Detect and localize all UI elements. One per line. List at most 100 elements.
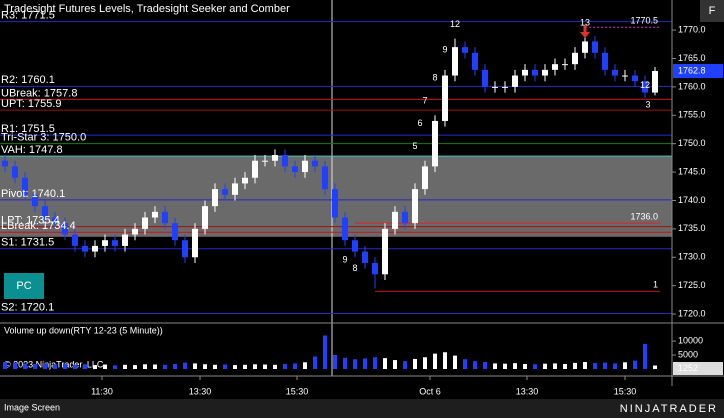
plot (0, 0, 672, 376)
volume-bar (583, 362, 587, 369)
y-tick-label: 1730.0 (678, 252, 706, 262)
volume-bar (313, 356, 317, 369)
candle-body (362, 251, 368, 263)
volume-bar (153, 364, 157, 369)
candle-body (652, 70, 658, 93)
status-text: Image Screen (4, 402, 60, 412)
volume-bar (463, 359, 467, 369)
volume-bar (503, 363, 507, 369)
candle-body (102, 240, 108, 246)
volume-bar (43, 363, 47, 369)
candle-body (192, 228, 198, 258)
candle-body (162, 211, 168, 224)
volume-bar (293, 363, 297, 369)
level-label: UPT: 1755.9 (1, 98, 62, 110)
candle-body (442, 75, 448, 121)
volume-bar (553, 363, 557, 369)
candle-body (142, 217, 148, 229)
volume-bar (213, 364, 217, 369)
pc-button[interactable] (4, 273, 44, 299)
candle-body (322, 166, 328, 190)
candle-body (232, 183, 238, 195)
volume-bar (83, 364, 87, 369)
x-tick-label: Oct 6 (419, 386, 441, 396)
f-button[interactable] (700, 0, 724, 22)
level-label: UBreak: 1757.8 (1, 87, 77, 99)
candle-body (522, 69, 528, 76)
level-label: VAH: 1747.8 (1, 144, 63, 156)
candle-body (582, 41, 588, 53)
candle-body (172, 223, 178, 241)
level-label: S2: 1720.1 (1, 301, 54, 313)
volume-bar (253, 364, 257, 369)
volume-bar (13, 362, 17, 369)
candle-body (502, 86, 508, 88)
level-label: R2: 1760.1 (1, 74, 55, 86)
target-label: 1770.5 (630, 16, 658, 26)
candle-body (342, 217, 348, 241)
volume-bar (413, 358, 417, 369)
candle-body (622, 75, 628, 77)
volume-bar (383, 358, 387, 369)
volume-bar (303, 362, 307, 369)
f-button-label[interactable]: F (709, 5, 716, 17)
candle-body (592, 41, 598, 53)
volume-bar (453, 355, 457, 369)
last-price-label: 1762.8 (678, 65, 706, 75)
candle-body (382, 228, 388, 275)
y-tick-label: 1745.0 (678, 166, 706, 176)
candle-body (642, 81, 648, 93)
volume-tick-label: 5000 (678, 349, 698, 359)
volume-bar (333, 355, 337, 369)
candle-body (432, 120, 438, 167)
candle-body (482, 69, 488, 87)
candle-body (312, 160, 318, 167)
candle-body (182, 240, 188, 258)
candle-body (252, 160, 258, 178)
volume-bar (63, 363, 67, 369)
volume-bar (143, 364, 147, 369)
x-tick-label: 15:30 (286, 386, 309, 396)
pc-button-label[interactable]: PC (16, 280, 31, 292)
y-tick-label: 1735.0 (678, 223, 706, 233)
volume-bar (603, 362, 607, 369)
candle-body (572, 52, 578, 65)
candle-body (562, 64, 568, 66)
logo: NINJATRADER (620, 403, 718, 415)
candle-body (152, 211, 158, 218)
volume-title: Volume up down(RTY 12-23 (5 Minute)) (4, 325, 163, 335)
candle-body (22, 177, 28, 195)
y-tick-label: 1720.0 (678, 308, 706, 318)
volume-bar (93, 365, 97, 369)
volume-bar (133, 365, 137, 369)
candle-body (462, 47, 468, 53)
candle-body (392, 211, 398, 229)
volume-bar (493, 363, 497, 369)
candle-body (552, 64, 558, 70)
last-volume-label: 1252 (678, 363, 698, 373)
candle-body (532, 69, 538, 76)
volume-bar (353, 359, 357, 369)
candle-body (272, 155, 278, 161)
x-tick-label: 15:30 (614, 386, 637, 396)
volume-bar (613, 363, 617, 369)
volume-bar (243, 364, 247, 369)
candle-body (352, 240, 358, 252)
volume-bar (323, 335, 327, 369)
annotation: 9 (442, 44, 447, 54)
volume-bar (623, 362, 627, 369)
candle-body (62, 223, 68, 235)
y-tick-label: 1725.0 (678, 280, 706, 290)
volume-bar (53, 364, 57, 369)
candle-body (122, 234, 128, 246)
volume-bar (73, 364, 77, 369)
candle-body (512, 75, 518, 87)
volume-bar (343, 357, 347, 369)
volume-bar (173, 363, 177, 369)
candle-body (242, 177, 248, 184)
candle-body (32, 194, 38, 207)
volume-bar (113, 365, 117, 369)
volume-bar (523, 363, 527, 369)
annotation: 6 (417, 118, 422, 128)
